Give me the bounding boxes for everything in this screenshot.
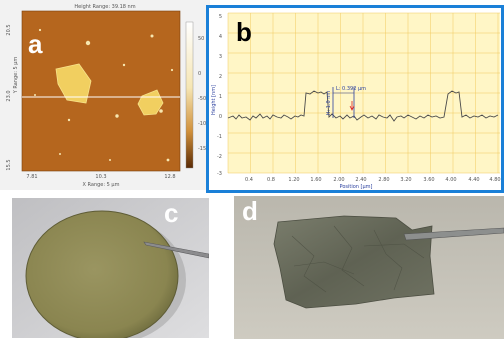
afm-y-tick: 23.0 bbox=[6, 90, 12, 101]
profile-x-tick: 0.4 bbox=[245, 177, 253, 183]
profile-x-tick: 3.60 bbox=[423, 177, 434, 183]
colorbar-tick: 50 bbox=[198, 36, 204, 42]
profile-x-tick: 2.80 bbox=[378, 177, 389, 183]
profile-x-tick: 4.80 bbox=[489, 177, 500, 183]
profile-y-tick: 2 bbox=[219, 74, 222, 80]
sample-disc-photo bbox=[12, 198, 209, 338]
colorbar bbox=[185, 21, 194, 169]
afm-x-tick: 7.81 bbox=[26, 174, 37, 180]
height-profile-figure: 5 4 3 2 1 0 -1 -2 -3 Height [nm] 0.4 0.8… bbox=[209, 8, 501, 190]
graphene-flake-1 bbox=[55, 63, 92, 104]
colorbar-tick: -100 bbox=[198, 121, 209, 127]
profile-x-tick: 3.20 bbox=[400, 177, 411, 183]
afm-y-axis-label: Y Range: 5 μm bbox=[13, 57, 19, 95]
afm-particles bbox=[34, 28, 174, 162]
afm-image-figure: Height Range: 39.18 nm 50 0 -50 -100 bbox=[6, 4, 209, 188]
panel-label-b: b bbox=[236, 17, 252, 47]
profile-x-tick: 4.40 bbox=[468, 177, 479, 183]
profile-y-tick: -1 bbox=[217, 134, 222, 140]
graphene-flake-2 bbox=[137, 89, 164, 116]
profile-x-tick: 1.60 bbox=[310, 177, 321, 183]
height-profile-line bbox=[227, 90, 499, 122]
film-wrinkles bbox=[291, 225, 425, 293]
panel-label-c: c bbox=[164, 198, 179, 228]
panel-label-a: a bbox=[28, 29, 43, 59]
afm-x-tick: 12.8 bbox=[164, 174, 175, 180]
profile-x-tick: 0.8 bbox=[267, 177, 275, 183]
panel-label-d: d bbox=[242, 196, 258, 226]
profile-x-tick: 4.00 bbox=[445, 177, 456, 183]
afm-x-axis-label: X Range: 5 μm bbox=[83, 182, 120, 188]
profile-y-tick: 3 bbox=[219, 54, 222, 60]
profile-y-tick: -2 bbox=[217, 154, 222, 160]
panel-b: 5 4 3 2 1 0 -1 -2 -3 Height [nm] 0.4 0.8… bbox=[206, 5, 504, 193]
profile-y-axis-label: Height [nm] bbox=[211, 85, 217, 115]
annotation-height: H: 1.0 nm bbox=[326, 91, 332, 116]
profile-grid bbox=[227, 12, 500, 174]
profile-y-tick: 4 bbox=[219, 34, 222, 40]
film-photo bbox=[234, 196, 504, 339]
colorbar-tick: -150 bbox=[198, 146, 209, 152]
panel-c: c bbox=[12, 198, 209, 338]
free-standing-film bbox=[273, 215, 435, 309]
profile-x-tick: 1.20 bbox=[288, 177, 299, 183]
colorbar-tick: 0 bbox=[198, 71, 201, 77]
afm-y-tick: 20.5 bbox=[6, 24, 12, 35]
profile-y-tick: 0 bbox=[219, 114, 222, 120]
tweezers bbox=[403, 227, 504, 241]
measure-arrow bbox=[349, 101, 355, 111]
afm-y-tick: 15.5 bbox=[6, 159, 12, 170]
profile-y-tick: 5 bbox=[219, 14, 222, 20]
panel-d: d bbox=[234, 196, 504, 339]
profile-y-tick: -3 bbox=[217, 171, 222, 177]
sample-disc bbox=[25, 210, 179, 338]
colorbar-tick: -50 bbox=[198, 96, 206, 102]
afm-header: Height Range: 39.18 nm bbox=[74, 4, 135, 10]
profile-x-axis-label: Position [μm] bbox=[339, 184, 372, 190]
profile-x-tick: 2.40 bbox=[355, 177, 366, 183]
tweezers bbox=[143, 241, 209, 259]
profile-x-tick: 2.00 bbox=[333, 177, 344, 183]
afm-x-tick: 10.3 bbox=[95, 174, 106, 180]
panel-a: Height Range: 39.18 nm 50 0 -50 -100 bbox=[0, 0, 210, 190]
annotation-length: L: 0.392 μm bbox=[336, 86, 366, 92]
profile-y-tick: 1 bbox=[219, 94, 222, 100]
